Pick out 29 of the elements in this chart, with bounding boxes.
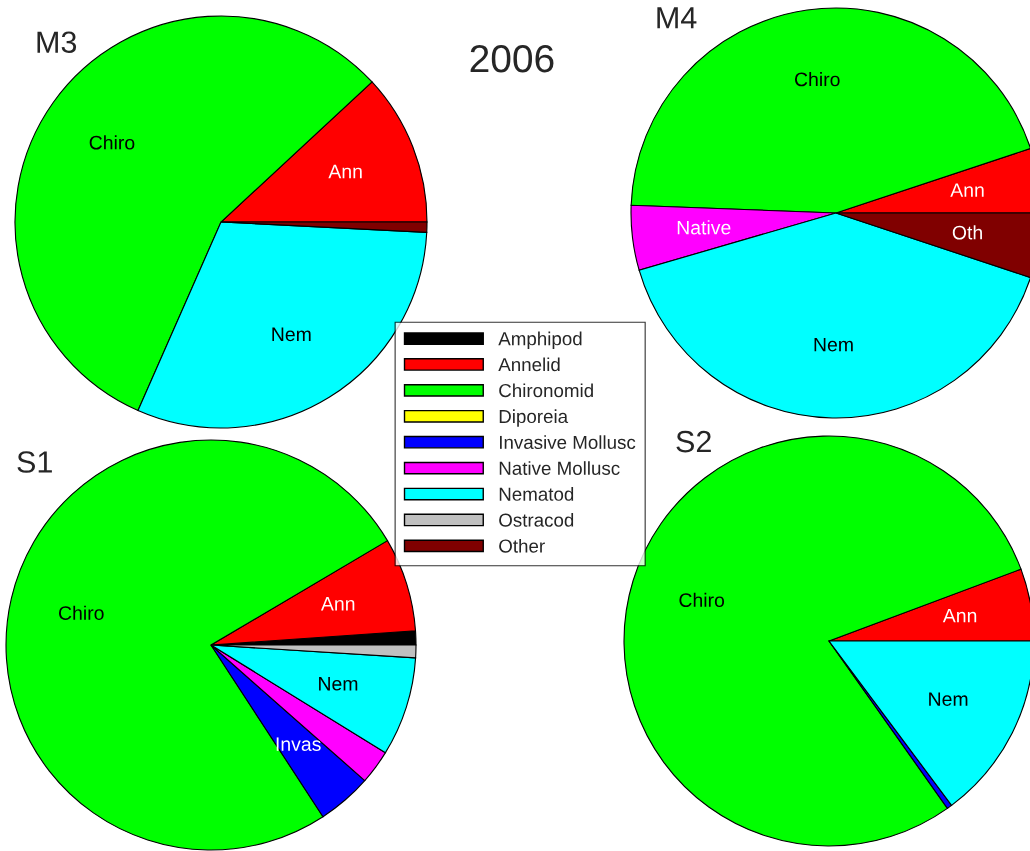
slice-label: Chiro: [679, 592, 725, 608]
slice-label: Chiro: [794, 72, 840, 87]
slice-label: Native: [677, 220, 731, 235]
slice-label: Nem: [929, 692, 968, 706]
chart-title: S1: [17, 451, 52, 473]
slice-label: Ann: [320, 597, 355, 611]
text: 2006: [470, 44, 554, 73]
text: Nem: [272, 327, 311, 342]
text: Chiro: [89, 135, 135, 150]
legend-label: Other: [499, 538, 545, 553]
chart-title: S2: [676, 430, 711, 453]
text: Ann: [328, 164, 362, 179]
legend-label: Diporeia: [499, 409, 569, 427]
legend-label: Amphipod: [498, 331, 582, 350]
chart-title: M4: [657, 7, 697, 29]
slice-label: Ann: [950, 183, 984, 197]
slice-label: Oth: [952, 225, 982, 240]
slice-label: Invas: [276, 737, 321, 751]
legend-label: Nematod: [499, 487, 574, 501]
slice-label: Chiro: [58, 605, 104, 620]
chart-title: M3: [37, 31, 77, 54]
slice-label: Ann: [942, 608, 977, 623]
legend-label: Chironomid: [499, 383, 593, 398]
slice-label: Nem: [319, 677, 358, 691]
legend-label: Invasive Mollusc: [499, 435, 636, 450]
legend-label: Ostracod: [499, 513, 574, 527]
slice-label: Nem: [814, 337, 853, 352]
legend-label: Annelid: [498, 357, 560, 372]
legend-label: Native Mollusc: [499, 461, 620, 475]
